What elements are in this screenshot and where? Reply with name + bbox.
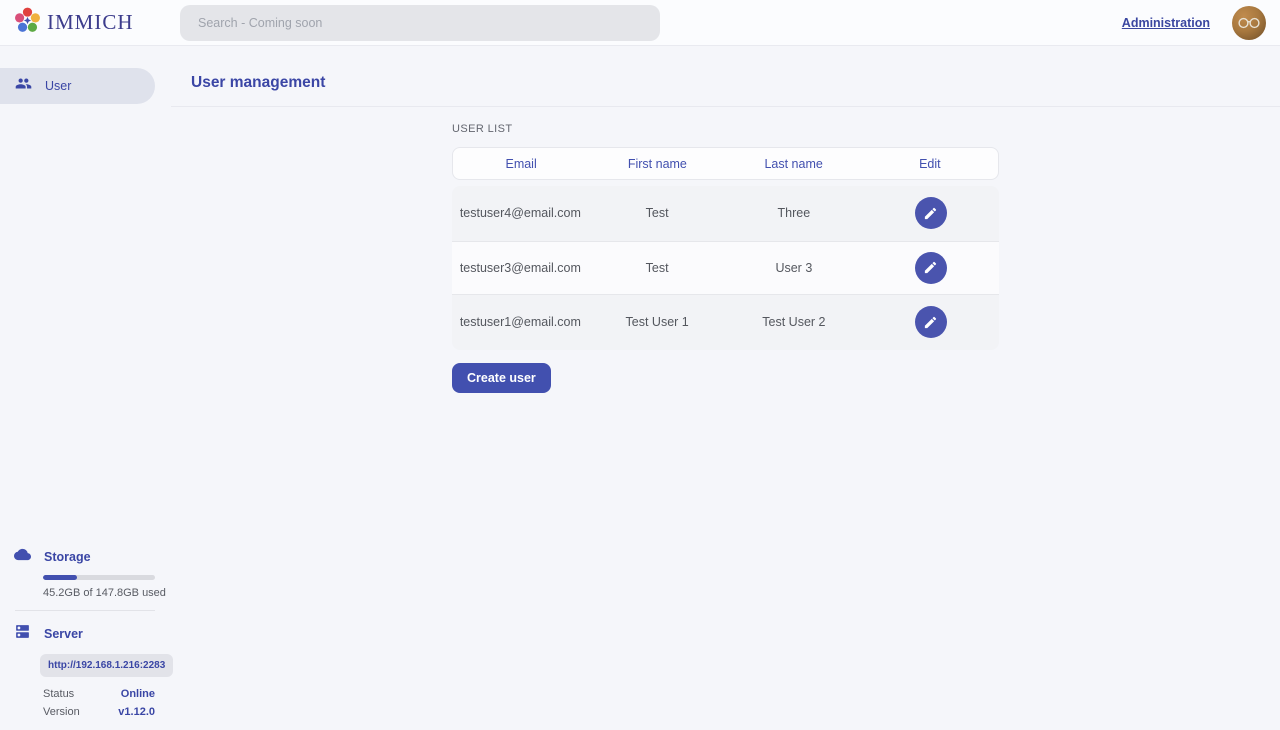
storage-progress-fill bbox=[43, 575, 78, 580]
server-version-value: v1.12.0 bbox=[118, 706, 155, 718]
cell-email: testuser1@email.com bbox=[459, 315, 581, 330]
section-title: USER LIST bbox=[452, 123, 513, 135]
server-status-label: Status bbox=[43, 688, 75, 700]
page-title: User management bbox=[191, 74, 326, 91]
cell-last-name: Test User 2 bbox=[762, 315, 826, 330]
cell-email: testuser4@email.com bbox=[459, 206, 581, 221]
brand[interactable]: IMMICH bbox=[0, 7, 171, 39]
column-header-edit: Edit bbox=[919, 156, 941, 171]
pencil-icon bbox=[925, 207, 937, 219]
edit-user-button[interactable] bbox=[914, 306, 947, 339]
edit-user-button[interactable] bbox=[914, 251, 947, 284]
storage-progress-bar bbox=[43, 575, 155, 580]
table-row: testuser1@email.com Test User 1 Test Use… bbox=[452, 295, 999, 350]
glasses-icon bbox=[1238, 17, 1260, 29]
sidebar-item-user[interactable]: User bbox=[0, 68, 155, 104]
user-table: testuser4@email.com Test Three te bbox=[452, 186, 999, 350]
column-header-first-name: First name bbox=[627, 156, 687, 171]
brand-name: IMMICH bbox=[47, 10, 134, 34]
table-row: testuser3@email.com Test User 3 bbox=[452, 240, 999, 296]
server-url-chip: http://192.168.1.216:2283 bbox=[40, 654, 174, 677]
cell-last-name: Three bbox=[777, 206, 811, 221]
cell-first-name: Test bbox=[645, 206, 669, 221]
column-header-last-name: Last name bbox=[764, 156, 823, 171]
storage-usage-text: 45.2GB of 147.8GB used bbox=[43, 587, 166, 599]
sidebar-divider bbox=[15, 610, 155, 611]
pencil-icon bbox=[925, 262, 937, 274]
cloud-icon bbox=[14, 546, 31, 568]
user-avatar[interactable] bbox=[1232, 6, 1266, 40]
storage-title: Storage bbox=[44, 550, 91, 564]
cell-email: testuser3@email.com bbox=[459, 260, 581, 275]
sidebar-item-label: User bbox=[45, 79, 72, 93]
search-input[interactable] bbox=[180, 5, 660, 41]
cell-last-name: User 3 bbox=[775, 260, 813, 275]
server-status-value: Online bbox=[120, 688, 155, 700]
server-version-label: Version bbox=[43, 706, 80, 718]
pencil-icon bbox=[925, 316, 937, 329]
immich-logo-icon bbox=[14, 7, 41, 39]
server-icon bbox=[14, 623, 31, 645]
main-content: User management USER LIST Email First na… bbox=[171, 46, 1280, 730]
users-icon bbox=[15, 75, 32, 97]
edit-user-button[interactable] bbox=[914, 197, 947, 230]
cell-first-name: Test bbox=[645, 260, 669, 275]
cell-first-name: Test User 1 bbox=[625, 315, 689, 330]
server-title: Server bbox=[44, 627, 83, 641]
user-table-header: Email First name Last name Edit bbox=[452, 147, 999, 180]
table-row: testuser4@email.com Test Three bbox=[452, 186, 999, 241]
top-navbar: IMMICH Administration bbox=[0, 0, 1280, 46]
create-user-button[interactable]: Create user bbox=[452, 362, 551, 393]
administration-link[interactable]: Administration bbox=[1121, 16, 1210, 30]
sidebar: User Storage 45.2GB of 147.8GB used bbox=[0, 46, 174, 730]
column-header-email: Email bbox=[505, 156, 537, 171]
